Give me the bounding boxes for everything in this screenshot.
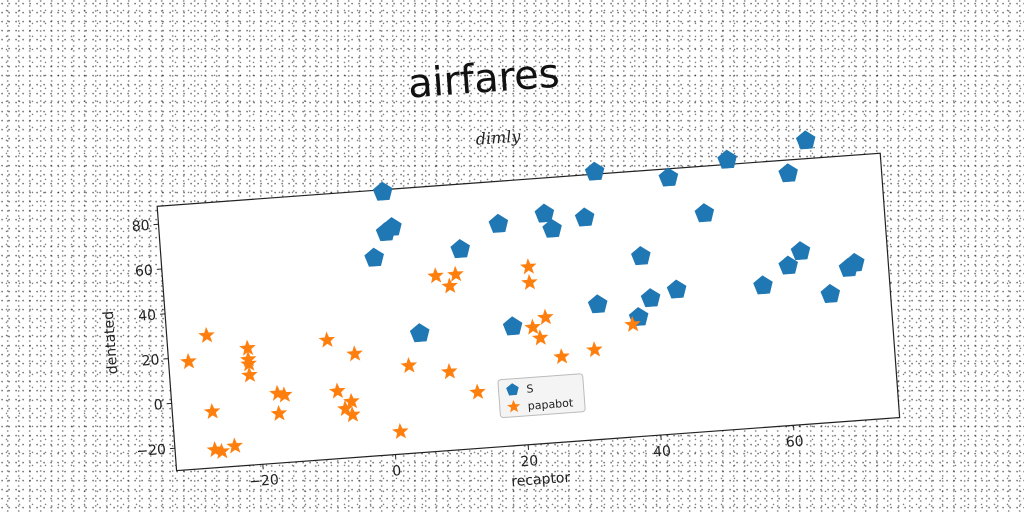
y-tick-label: 80 — [131, 218, 150, 235]
series-s-point — [694, 203, 715, 223]
legend-label: S — [526, 382, 534, 395]
series-papabot-point — [469, 383, 486, 400]
series-papabot-point — [427, 267, 444, 284]
y-tick-label: 60 — [135, 263, 154, 280]
series-s-point — [450, 239, 470, 259]
x-tick-label: 0 — [392, 463, 402, 480]
series-papabot-point — [531, 329, 549, 346]
series-s-point — [753, 275, 773, 295]
series-s-point — [382, 217, 402, 237]
x-tick-label: 20 — [520, 453, 539, 470]
series-s-point — [488, 213, 509, 233]
series-papabot-point — [318, 331, 336, 348]
series-papabot-point — [346, 345, 363, 362]
legend-label: papabot — [527, 396, 574, 412]
chart-subtitle: dimly — [475, 126, 522, 148]
y-tick-label: −20 — [136, 442, 167, 460]
chart-title: airfares — [406, 51, 561, 108]
axis-ticks: −20 0 20 40 60 −20 0 20 40 60 80 — [131, 218, 804, 490]
series-papabot-point — [519, 258, 537, 275]
series-papabot-point — [441, 277, 458, 294]
y-tick-label: 0 — [153, 397, 163, 414]
series-papabot-point — [198, 326, 215, 343]
series-papabot-point — [180, 352, 197, 370]
series-papabot-point — [524, 318, 541, 335]
series-papabot-point — [343, 392, 360, 409]
series-s-point — [640, 288, 661, 308]
x-axis-label: recaptor — [511, 470, 571, 490]
x-tick-label: 60 — [785, 434, 804, 451]
y-tick-label: 40 — [138, 308, 157, 325]
series-s-point — [844, 252, 865, 272]
series-papabot-point — [447, 265, 464, 282]
series-papabot-point — [275, 386, 293, 403]
legend-marker — [507, 399, 521, 413]
series-s-point — [409, 323, 430, 343]
series-papabot-point — [241, 366, 258, 383]
series-papabot-point — [553, 348, 570, 365]
data-marks — [180, 130, 865, 459]
series-papabot-point — [329, 382, 346, 399]
series-papabot-point — [226, 437, 243, 454]
series-papabot-point — [391, 422, 409, 440]
series-s-point — [658, 167, 679, 187]
series-s-point — [631, 246, 651, 266]
series-s-point — [584, 161, 605, 181]
series-s-point — [717, 149, 737, 169]
series-s-point — [542, 218, 562, 238]
series-s-point — [534, 203, 555, 223]
series-s-point — [778, 163, 798, 183]
series-papabot-point — [270, 404, 288, 421]
series-papabot-point — [213, 442, 230, 459]
series-papabot-point — [586, 341, 603, 358]
series-papabot-point — [203, 403, 221, 420]
plot-area — [156, 152, 901, 472]
series-s-point — [364, 247, 384, 267]
series-s-point — [666, 279, 687, 299]
series-papabot-point — [344, 406, 361, 423]
y-axis-label: dentated — [101, 310, 122, 374]
series-s-point — [372, 181, 393, 201]
series-s-point — [778, 255, 798, 275]
series-s-point — [795, 130, 816, 150]
legend-marker — [506, 383, 519, 396]
series-papabot-point — [537, 308, 554, 325]
x-tick-label: 40 — [653, 443, 672, 460]
series-papabot-point — [521, 273, 538, 290]
series-papabot-point — [624, 315, 641, 332]
series-s-point — [502, 316, 523, 336]
y-tick-label: 20 — [141, 352, 160, 369]
x-tick-label: −20 — [249, 472, 280, 490]
chart-canvas: airfares dimly −20 0 20 40 60 −20 0 20 40 60 80 re… — [101, 51, 901, 490]
series-s-point — [820, 283, 841, 304]
series-s-point — [790, 241, 811, 261]
series-s-point — [587, 294, 608, 314]
series-papabot-point — [440, 363, 458, 380]
series-s-point — [574, 207, 595, 227]
series-papabot-point — [400, 357, 418, 374]
legend-box — [497, 373, 586, 419]
